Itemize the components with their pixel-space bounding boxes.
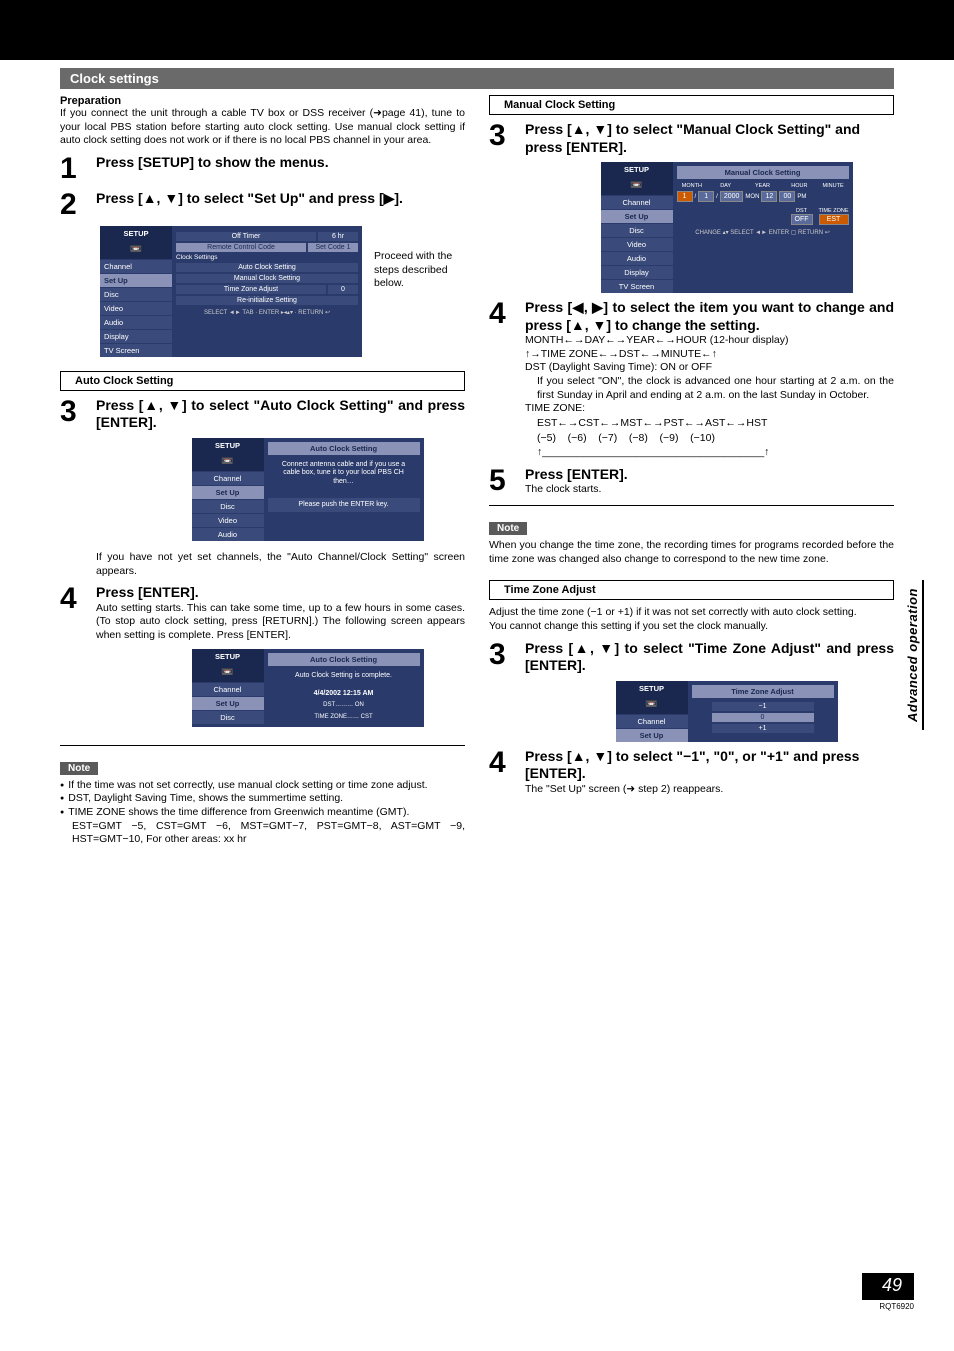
tz-row3: ↑______________________________________↑ <box>537 445 894 460</box>
step3-tza-head: Press [▲, ▼] to select "Time Zone Adjust… <box>525 640 894 675</box>
osd-tza: SETUP 📼 Channel Set Up Time Zone Adjust … <box>616 681 838 742</box>
prep-text: If you connect the unit through a cable … <box>60 107 465 148</box>
auto-clock-subhead: Auto Clock Setting <box>60 371 465 391</box>
osd-manual-clock: SETUP 📼 Channel Set Up Disc Video Audio … <box>601 162 853 293</box>
step-num-4t: 4 <box>489 748 513 797</box>
tz-row2: (−5) (−6) (−7) (−8) (−9) (−10) <box>537 431 894 446</box>
tza-body2: You cannot change this setting if you se… <box>489 620 894 634</box>
seq2: ↑→TIME ZONE←→DST←→MINUTE←↑ <box>525 348 894 362</box>
left-column: Preparation If you connect the unit thro… <box>60 95 465 847</box>
note-body-right: When you change the time zone, the recor… <box>489 539 894 566</box>
doc-number: RQT6920 <box>862 1302 914 1311</box>
section-title: Clock settings <box>60 68 894 89</box>
osd-auto-clock-prompt: SETUP 📼 Channel Set Up Disc Video Audio … <box>192 438 424 541</box>
tz-line: EST=GMT −5, CST=GMT −6, MST=GMT−7, PST=G… <box>72 820 465 847</box>
step5-body: The clock starts. <box>525 483 894 497</box>
note-list-left: If the time was not set correctly, use m… <box>60 779 465 820</box>
step-num-3a: 3 <box>60 397 84 432</box>
step1-head: Press [SETUP] to show the menus. <box>96 154 465 172</box>
note-label-left: Note <box>60 762 98 775</box>
auto-note: If you have not yet set channels, the "A… <box>96 551 465 578</box>
page-number: 49 <box>862 1273 914 1300</box>
seq1: MONTH←→DAY←→YEAR←→HOUR (12-hour display) <box>525 334 894 348</box>
right-column: Manual Clock Setting 3 Press [▲, ▼] to s… <box>489 95 894 847</box>
osd-setup-main: SETUP 📼 Channel Set Up Disc Video Audio … <box>100 226 362 357</box>
step3-manual-head: Press [▲, ▼] to select "Manual Clock Set… <box>525 121 894 156</box>
step4-body: Auto setting starts. This can take some … <box>96 602 465 643</box>
step2-head: Press [▲, ▼] to select "Set Up" and pres… <box>96 190 465 208</box>
step-num-1: 1 <box>60 154 84 184</box>
step-num-4m: 4 <box>489 299 513 460</box>
dst-label: DST (Daylight Saving Time): ON or OFF <box>525 361 894 375</box>
step3-auto-head: Press [▲, ▼] to select "Auto Clock Setti… <box>96 397 465 432</box>
dst-body: If you select "ON", the clock is advance… <box>537 375 894 402</box>
note-label-right: Note <box>489 522 527 535</box>
step-num-3m: 3 <box>489 121 513 156</box>
step4-tza-head: Press [▲, ▼] to select "−1", "0", or "+1… <box>525 748 894 783</box>
tz-row1: EST←→CST←→MST←→PST←→AST←→HST <box>537 416 894 431</box>
step4-tza-body: The "Set Up" screen (➜ step 2) reappears… <box>525 783 894 797</box>
proceed-text: Proceed with the steps described below. <box>374 250 454 291</box>
tza-subhead: Time Zone Adjust <box>489 580 894 600</box>
step-num-3t: 3 <box>489 640 513 675</box>
tza-body: Adjust the time zone (−1 or +1) if it wa… <box>489 606 894 620</box>
osd-auto-clock-complete: SETUP 📼 Channel Set Up Disc Auto Clock S… <box>192 649 424 727</box>
page-footer: 49 RQT6920 <box>862 1273 914 1311</box>
step4-head: Press [ENTER]. <box>96 584 465 602</box>
step-num-2: 2 <box>60 190 84 220</box>
manual-clock-subhead: Manual Clock Setting <box>489 95 894 115</box>
tz-label: TIME ZONE: <box>525 402 894 416</box>
prep-title: Preparation <box>60 95 465 107</box>
step-num-5: 5 <box>489 466 513 497</box>
step4-manual-head: Press [◀, ▶] to select the item you want… <box>525 299 894 334</box>
step-num-4a: 4 <box>60 584 84 642</box>
side-tab: Advanced operation <box>903 580 924 730</box>
step5-head: Press [ENTER]. <box>525 466 894 484</box>
